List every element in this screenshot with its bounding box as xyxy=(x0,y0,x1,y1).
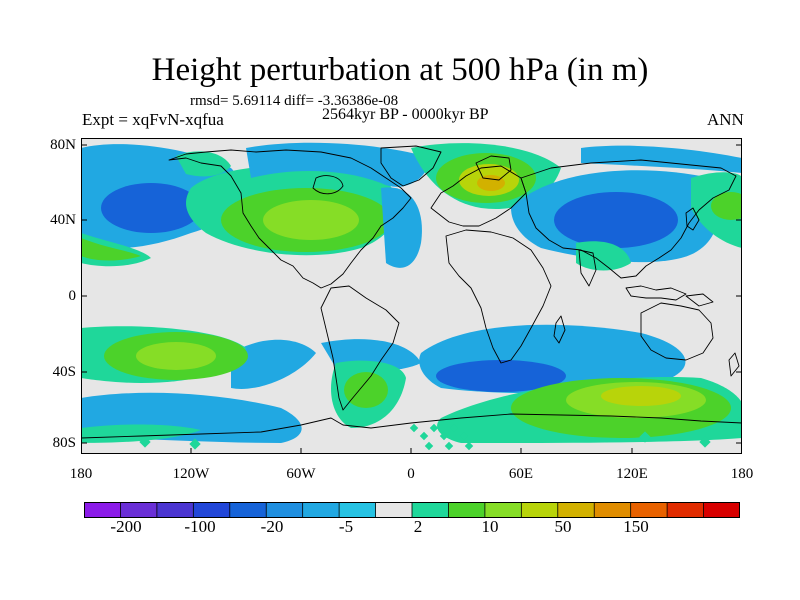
lon-label: 60E xyxy=(508,466,534,482)
indian-ocean-negative-core xyxy=(436,360,566,392)
colorbar-tick-label: 2 xyxy=(413,517,423,536)
colorbar-tick-label: 150 xyxy=(623,517,649,536)
west-pacific-positive-core xyxy=(711,192,742,220)
coast-indonesia xyxy=(625,285,687,301)
south-pacific-negative xyxy=(231,339,316,389)
colorbar-swatch xyxy=(193,502,231,518)
coast-south-america xyxy=(320,285,400,411)
north-pacific-positive-arc xyxy=(81,238,141,261)
colorbar xyxy=(84,502,740,518)
canada-negative xyxy=(246,142,431,187)
lat-label: 40N xyxy=(50,212,76,228)
south-atlantic-positive-core xyxy=(344,372,388,408)
coast-north-america xyxy=(168,149,412,289)
atlantic-negative xyxy=(381,187,422,268)
lat-label: 80N xyxy=(50,137,76,153)
lat-label: 80S xyxy=(52,435,76,451)
colorbar-tick-label: -200 xyxy=(110,517,142,536)
colorbar-swatch xyxy=(667,502,704,518)
experiment-label: Expt = xqFvN-xqfua xyxy=(82,110,224,129)
colorbar-swatch xyxy=(229,502,267,518)
coast-hudson-bay xyxy=(312,175,344,195)
coast-new-zealand xyxy=(728,352,740,377)
asia-negative-core xyxy=(554,192,678,248)
height-perturbation-map xyxy=(81,138,742,454)
colorbar-swatch xyxy=(448,502,486,518)
colorbar-swatch xyxy=(594,502,631,518)
north-pacific-negative-core xyxy=(101,183,201,233)
europe-positive-peak xyxy=(477,175,505,191)
season-label: ANN xyxy=(707,110,744,129)
colorbar-swatch xyxy=(557,502,595,518)
coast-japan xyxy=(685,207,700,231)
lon-label: 120W xyxy=(172,466,210,482)
colorbar-tick-label: -100 xyxy=(184,517,216,536)
colorbar-frame xyxy=(84,502,740,518)
coast-antarctica xyxy=(81,413,742,439)
colorbar-tick-label: 50 xyxy=(554,517,572,536)
contour-fields xyxy=(81,138,742,454)
colorbar-swatch xyxy=(266,502,303,518)
colorbar-swatch xyxy=(84,502,121,518)
coast-asia xyxy=(520,159,737,279)
rmsd-diff-stats: rmsd= 5.69114 diff= -3.36386e-08 xyxy=(190,93,399,109)
colorbar-tick-label: 10 xyxy=(481,517,499,536)
colorbar-swatch xyxy=(120,502,158,518)
coast-madagascar xyxy=(553,315,566,344)
coastlines xyxy=(81,145,742,439)
coast-india xyxy=(578,249,597,287)
coast-new-guinea xyxy=(685,293,714,307)
colorbar-swatch xyxy=(630,502,668,518)
south-pole-pacific-positive xyxy=(81,424,201,443)
coast-australia xyxy=(640,302,714,361)
colorbar-swatch xyxy=(156,502,194,518)
lon-label: 0 xyxy=(407,466,415,482)
bering-positive xyxy=(176,151,231,177)
coast-scandinavia xyxy=(475,155,512,181)
coast-greenland xyxy=(380,145,442,187)
southern-ocean-positive-peak xyxy=(601,386,681,406)
colorbar-swatch xyxy=(302,502,340,518)
plot-title: Height perturbation at 500 hPa (in m) xyxy=(151,52,649,88)
lon-label: 120E xyxy=(616,466,648,482)
colorbar-tick-label: -5 xyxy=(338,517,354,536)
colorbar-swatch xyxy=(521,502,559,518)
colorbar-swatch xyxy=(484,502,522,518)
lat-label: 40S xyxy=(52,364,76,380)
south-pacific-positive-core xyxy=(136,342,216,370)
lat-label: 0 xyxy=(68,288,77,304)
lon-label: 180 xyxy=(730,466,754,482)
colorbar-swatch xyxy=(412,502,449,518)
time-period-subtitle: 2564kyr BP - 0000kyr BP xyxy=(322,106,489,123)
lon-label: 60W xyxy=(286,466,316,482)
axis-ticks xyxy=(81,144,742,454)
lon-label: 180 xyxy=(69,466,93,482)
colorbar-swatch xyxy=(339,502,376,518)
colorbar-swatch xyxy=(375,502,413,518)
colorbar-tick-label: -20 xyxy=(260,517,284,536)
coast-africa xyxy=(445,229,552,364)
colorbar-swatch xyxy=(703,502,740,518)
north-america-positive-core xyxy=(263,200,359,240)
south-asia-positive xyxy=(576,241,631,271)
